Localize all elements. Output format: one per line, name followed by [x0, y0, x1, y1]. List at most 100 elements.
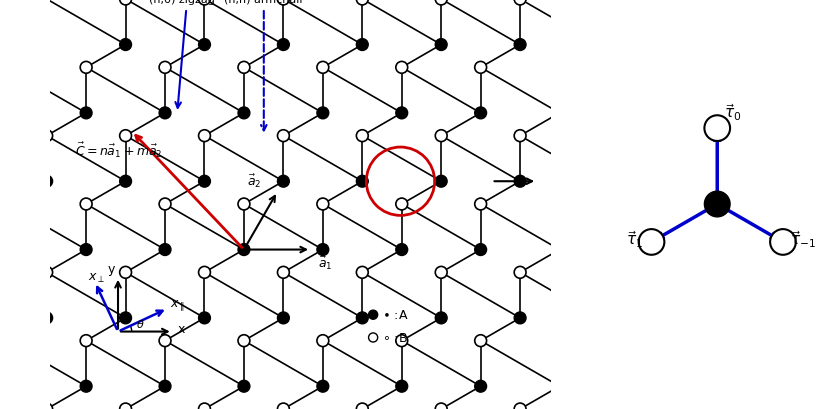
- Circle shape: [639, 229, 665, 255]
- Circle shape: [159, 199, 171, 210]
- Circle shape: [80, 335, 92, 347]
- Circle shape: [41, 176, 53, 188]
- Circle shape: [554, 108, 565, 119]
- Circle shape: [317, 380, 329, 392]
- Circle shape: [435, 403, 447, 409]
- Circle shape: [278, 312, 289, 324]
- Text: $\vec{\tau}_1$: $\vec{\tau}_1$: [626, 229, 643, 250]
- Circle shape: [475, 108, 486, 119]
- Circle shape: [317, 62, 329, 74]
- Circle shape: [278, 403, 289, 409]
- Circle shape: [80, 199, 92, 210]
- Circle shape: [770, 229, 796, 255]
- Circle shape: [198, 0, 210, 6]
- Text: $\vec{\tau}_0$: $\vec{\tau}_0$: [724, 102, 741, 123]
- Text: (n,n) armchair: (n,n) armchair: [224, 0, 304, 4]
- Circle shape: [80, 244, 92, 256]
- Text: $\vec{\tau}_{-1}$: $\vec{\tau}_{-1}$: [790, 229, 816, 250]
- Circle shape: [41, 267, 53, 279]
- Circle shape: [554, 62, 565, 74]
- Text: (n,0) zigzag: (n,0) zigzag: [148, 0, 214, 4]
- Circle shape: [435, 267, 447, 279]
- Circle shape: [119, 267, 132, 279]
- Circle shape: [515, 40, 526, 52]
- Circle shape: [80, 380, 92, 392]
- Circle shape: [396, 62, 408, 74]
- Circle shape: [80, 108, 92, 119]
- Circle shape: [238, 108, 250, 119]
- Circle shape: [475, 199, 486, 210]
- Circle shape: [198, 176, 210, 188]
- Circle shape: [475, 380, 486, 392]
- Circle shape: [41, 403, 53, 409]
- Circle shape: [41, 312, 53, 324]
- Circle shape: [278, 267, 289, 279]
- Circle shape: [435, 312, 447, 324]
- Circle shape: [396, 335, 408, 347]
- Circle shape: [198, 312, 210, 324]
- Circle shape: [159, 62, 171, 74]
- Circle shape: [515, 312, 526, 324]
- Circle shape: [278, 130, 289, 142]
- Circle shape: [356, 176, 369, 188]
- Text: $x_{\perp}$: $x_{\perp}$: [88, 271, 105, 284]
- Circle shape: [80, 62, 92, 74]
- Circle shape: [317, 108, 329, 119]
- Circle shape: [515, 176, 526, 188]
- Circle shape: [705, 116, 730, 142]
- Text: $\vec{a}_1$: $\vec{a}_1$: [318, 254, 333, 272]
- Circle shape: [515, 130, 526, 142]
- Circle shape: [554, 335, 565, 347]
- Circle shape: [435, 40, 447, 52]
- Circle shape: [435, 130, 447, 142]
- Circle shape: [317, 244, 329, 256]
- Circle shape: [119, 0, 132, 6]
- Circle shape: [475, 244, 486, 256]
- Circle shape: [396, 108, 408, 119]
- Text: $\vec{a}_2$: $\vec{a}_2$: [247, 173, 262, 190]
- Circle shape: [356, 130, 369, 142]
- Circle shape: [705, 192, 730, 217]
- Circle shape: [554, 380, 565, 392]
- Circle shape: [317, 335, 329, 347]
- Circle shape: [396, 199, 408, 210]
- Circle shape: [356, 40, 369, 52]
- Circle shape: [159, 380, 171, 392]
- Circle shape: [356, 0, 369, 6]
- Circle shape: [119, 130, 132, 142]
- Circle shape: [356, 312, 369, 324]
- Circle shape: [435, 0, 447, 6]
- Circle shape: [475, 335, 486, 347]
- Circle shape: [369, 333, 378, 342]
- Text: $\theta$: $\theta$: [136, 317, 145, 329]
- Circle shape: [554, 244, 565, 256]
- Circle shape: [238, 380, 250, 392]
- Circle shape: [159, 244, 171, 256]
- Circle shape: [278, 0, 289, 6]
- Circle shape: [238, 244, 250, 256]
- Circle shape: [198, 267, 210, 279]
- Text: x: x: [178, 322, 184, 335]
- Text: y: y: [108, 263, 115, 276]
- Circle shape: [238, 335, 250, 347]
- Circle shape: [435, 176, 447, 188]
- Circle shape: [554, 199, 565, 210]
- Circle shape: [515, 267, 526, 279]
- Circle shape: [515, 0, 526, 6]
- Circle shape: [278, 176, 289, 188]
- Circle shape: [369, 310, 378, 319]
- Circle shape: [475, 62, 486, 74]
- Circle shape: [317, 199, 329, 210]
- Circle shape: [356, 267, 369, 279]
- Circle shape: [198, 40, 210, 52]
- Circle shape: [198, 130, 210, 142]
- Text: $x_{\parallel}$: $x_{\parallel}$: [170, 298, 184, 312]
- Circle shape: [198, 403, 210, 409]
- Text: $\bullet$ :A: $\bullet$ :A: [382, 308, 409, 321]
- Circle shape: [119, 176, 132, 188]
- Circle shape: [515, 403, 526, 409]
- Circle shape: [238, 62, 250, 74]
- Circle shape: [41, 130, 53, 142]
- Circle shape: [238, 199, 250, 210]
- Circle shape: [278, 40, 289, 52]
